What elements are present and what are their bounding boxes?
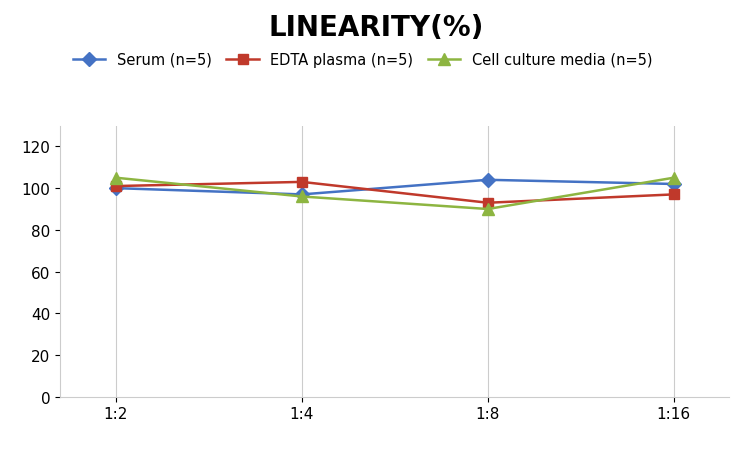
Cell culture media (n=5) xyxy=(484,207,493,212)
Legend: Serum (n=5), EDTA plasma (n=5), Cell culture media (n=5): Serum (n=5), EDTA plasma (n=5), Cell cul… xyxy=(68,47,658,74)
Serum (n=5) xyxy=(484,178,493,183)
EDTA plasma (n=5) xyxy=(111,184,120,189)
Cell culture media (n=5) xyxy=(297,194,306,200)
Serum (n=5) xyxy=(297,192,306,198)
Cell culture media (n=5) xyxy=(669,175,678,181)
EDTA plasma (n=5) xyxy=(669,192,678,198)
Line: Serum (n=5): Serum (n=5) xyxy=(111,175,678,200)
Cell culture media (n=5) xyxy=(111,175,120,181)
EDTA plasma (n=5) xyxy=(297,180,306,185)
Text: LINEARITY(%): LINEARITY(%) xyxy=(268,14,484,41)
Line: EDTA plasma (n=5): EDTA plasma (n=5) xyxy=(111,178,678,208)
Serum (n=5) xyxy=(669,182,678,187)
EDTA plasma (n=5) xyxy=(484,201,493,206)
Serum (n=5) xyxy=(111,186,120,191)
Line: Cell culture media (n=5): Cell culture media (n=5) xyxy=(110,172,680,216)
